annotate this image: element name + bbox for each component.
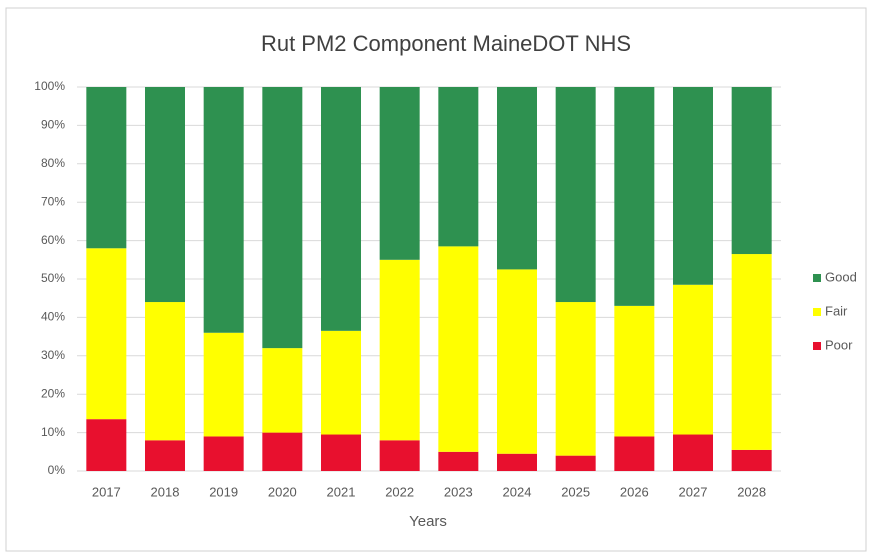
legend-swatch xyxy=(813,342,821,350)
x-tick-label: 2020 xyxy=(268,484,297,499)
y-tick-label: 30% xyxy=(41,348,65,362)
bar-segment xyxy=(321,434,361,471)
bar-segment xyxy=(321,87,361,331)
legend-swatch xyxy=(813,308,821,316)
y-tick-label: 0% xyxy=(48,463,66,477)
bar-segment xyxy=(555,87,596,303)
bar-segment xyxy=(673,434,713,471)
bar-segment xyxy=(673,87,713,285)
y-tick-label: 20% xyxy=(41,386,65,400)
bar-segment xyxy=(145,302,185,441)
legend-swatch xyxy=(813,274,821,282)
bar-segment xyxy=(321,330,361,435)
y-tick-label: 60% xyxy=(41,233,65,247)
bar-segment xyxy=(614,305,655,437)
x-tick-label: 2023 xyxy=(444,484,473,499)
legend-label: Fair xyxy=(825,303,848,318)
bar-segment xyxy=(673,284,713,435)
x-tick-label: 2028 xyxy=(737,484,766,499)
y-tick-label: 10% xyxy=(41,425,65,439)
bar-segment xyxy=(262,348,303,433)
y-tick-label: 50% xyxy=(41,271,65,285)
bar-segment xyxy=(262,432,303,471)
bar-segment xyxy=(86,248,127,420)
bar-segment xyxy=(262,87,303,349)
legend-label: Poor xyxy=(825,337,853,352)
y-tick-label: 70% xyxy=(41,194,65,208)
bar-segment xyxy=(86,419,127,471)
x-tick-label: 2024 xyxy=(503,484,532,499)
bar-segment xyxy=(379,259,420,441)
bar-segment xyxy=(203,332,244,437)
x-tick-label: 2018 xyxy=(151,484,180,499)
bar-segment xyxy=(86,87,127,249)
x-tick-label: 2022 xyxy=(385,484,414,499)
bar-segment xyxy=(731,87,772,255)
bar-segment xyxy=(614,87,655,306)
bar-segment xyxy=(438,451,479,471)
bar-segment xyxy=(731,254,772,450)
bar-segment xyxy=(731,449,772,471)
bar-segment xyxy=(379,87,420,260)
y-tick-label: 100% xyxy=(34,79,65,93)
x-tick-label: 2021 xyxy=(327,484,356,499)
bar-segment xyxy=(438,246,479,452)
bar-segment xyxy=(145,87,185,303)
x-tick-label: 2017 xyxy=(92,484,121,499)
bar-segment xyxy=(203,87,244,333)
chart-title: Rut PM2 Component MaineDOT NHS xyxy=(261,31,631,56)
bar-segment xyxy=(145,440,185,471)
y-tick-label: 40% xyxy=(41,310,65,324)
x-axis-label: Years xyxy=(409,513,447,530)
y-tick-label: 80% xyxy=(41,156,65,170)
bar-segment xyxy=(379,440,420,471)
bar-segment xyxy=(497,453,537,471)
bar-segment xyxy=(497,269,537,454)
y-tick-label: 90% xyxy=(41,118,65,132)
x-tick-label: 2026 xyxy=(620,484,649,499)
bar-segment xyxy=(203,436,244,471)
bar-segment xyxy=(614,436,655,471)
x-tick-label: 2019 xyxy=(209,484,238,499)
bar-segment xyxy=(438,87,479,247)
bar-segment xyxy=(497,87,537,270)
x-tick-label: 2025 xyxy=(561,484,590,499)
x-tick-label: 2027 xyxy=(679,484,708,499)
bar-segment xyxy=(555,455,596,471)
legend-label: Good xyxy=(825,269,857,284)
bar-segment xyxy=(555,302,596,456)
